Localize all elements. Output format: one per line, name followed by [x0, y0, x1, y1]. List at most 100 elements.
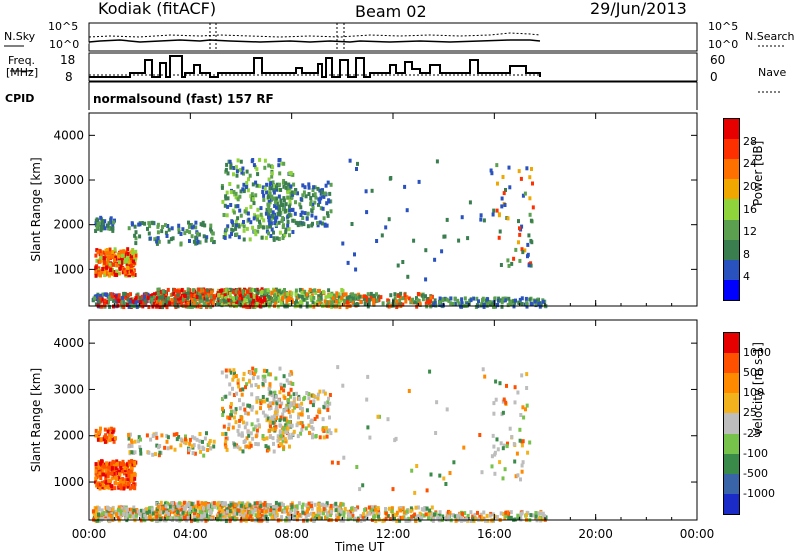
- echo-cell: [173, 300, 177, 305]
- echo-cell: [300, 291, 304, 295]
- echo-cell: [503, 203, 507, 207]
- echo-cell: [311, 221, 314, 226]
- echo-cell: [131, 299, 135, 304]
- echo-cell: [261, 190, 265, 194]
- echo-cell: [275, 187, 279, 192]
- echo-cell: [115, 476, 119, 481]
- echo-cell: [158, 514, 162, 518]
- echo-cell: [268, 221, 272, 226]
- colorbar-segment: [724, 373, 739, 394]
- echo-cell: [327, 396, 330, 401]
- echo-cell: [224, 196, 228, 201]
- echo-cell: [249, 443, 253, 448]
- echo-cell: [309, 196, 313, 200]
- echo-cell: [241, 291, 245, 296]
- echo-cell: [460, 215, 464, 220]
- echo-cell: [406, 274, 410, 279]
- echo-cell: [529, 238, 533, 243]
- echo-cell: [219, 504, 223, 509]
- echo-cell: [361, 514, 365, 519]
- echo-cell: [384, 507, 387, 511]
- echo-cell: [238, 300, 242, 305]
- echo-cell: [508, 185, 512, 190]
- echo-cell: [303, 511, 307, 516]
- echo-cell: [249, 300, 252, 305]
- echo-cell: [194, 235, 198, 240]
- echo-cell: [290, 298, 294, 303]
- echo-cell: [190, 518, 193, 523]
- echo-cell: [170, 298, 174, 302]
- echo-cell: [340, 296, 344, 301]
- echo-cell: [99, 251, 103, 256]
- echo-cell: [116, 271, 120, 276]
- echo-cell: [230, 505, 234, 510]
- echo-cell: [324, 508, 328, 513]
- echo-cell: [349, 509, 352, 514]
- echo-cell: [126, 270, 130, 275]
- echo-cell: [134, 300, 138, 305]
- echo-cell: [245, 503, 249, 508]
- echo-cell: [256, 214, 260, 219]
- colorbar-segment: [724, 473, 739, 495]
- echo-cell: [296, 434, 300, 439]
- echo-cell: [229, 409, 233, 414]
- x-tick-label: 00:00: [72, 527, 107, 541]
- echo-cell: [166, 435, 170, 440]
- echo-cell: [525, 513, 528, 517]
- echo-cell: [114, 466, 118, 471]
- echo-cell: [234, 204, 238, 209]
- echo-cell: [270, 415, 274, 420]
- echo-cell: [105, 251, 109, 256]
- echo-cell: [237, 501, 241, 506]
- echo-cell: [305, 509, 309, 514]
- echo-cell: [299, 299, 303, 304]
- echo-cell: [482, 510, 486, 515]
- echo-cell: [261, 374, 265, 379]
- echo-cell: [524, 296, 528, 301]
- echo-cell: [406, 519, 410, 523]
- echo-cell: [238, 167, 242, 172]
- echo-cell: [500, 300, 504, 305]
- echo-cell: [171, 507, 175, 512]
- echo-cell: [353, 302, 357, 307]
- echo-cell: [502, 512, 505, 516]
- echo-cell: [173, 447, 177, 452]
- echo-cell: [101, 516, 105, 521]
- echo-cell: [109, 462, 113, 467]
- echo-cell: [141, 517, 145, 522]
- echo-cell: [435, 159, 439, 164]
- echo-cell: [348, 513, 352, 518]
- echo-cell: [248, 403, 252, 408]
- echo-cell: [448, 471, 452, 475]
- echo-cell: [399, 296, 402, 300]
- echo-cell: [156, 230, 160, 235]
- echo-cell: [99, 476, 103, 480]
- echo-cell: [277, 502, 281, 507]
- echo-cell: [216, 505, 220, 510]
- echo-cell: [270, 515, 274, 520]
- echo-cell: [165, 514, 169, 519]
- echo-cell: [206, 288, 210, 293]
- echo-cell: [373, 299, 377, 304]
- echo-cell: [329, 293, 333, 298]
- echo-cell: [224, 519, 228, 523]
- echo-cell: [196, 239, 200, 244]
- echo-cell: [275, 296, 279, 301]
- echo-cell: [538, 301, 542, 306]
- echo-cell: [212, 240, 216, 244]
- echo-cell: [275, 196, 279, 201]
- echo-cell: [295, 514, 299, 519]
- echo-cell: [287, 213, 291, 217]
- echo-cell: [308, 431, 311, 435]
- echo-cell: [232, 298, 236, 303]
- echo-cell: [258, 500, 262, 505]
- echo-cell: [255, 287, 259, 292]
- echo-cell: [301, 510, 305, 515]
- echo-cell: [410, 514, 414, 519]
- echo-cell: [391, 487, 395, 492]
- echo-cell: [198, 295, 202, 300]
- echo-cell: [256, 207, 260, 212]
- echo-cell: [196, 513, 200, 518]
- echo-cell: [235, 169, 239, 174]
